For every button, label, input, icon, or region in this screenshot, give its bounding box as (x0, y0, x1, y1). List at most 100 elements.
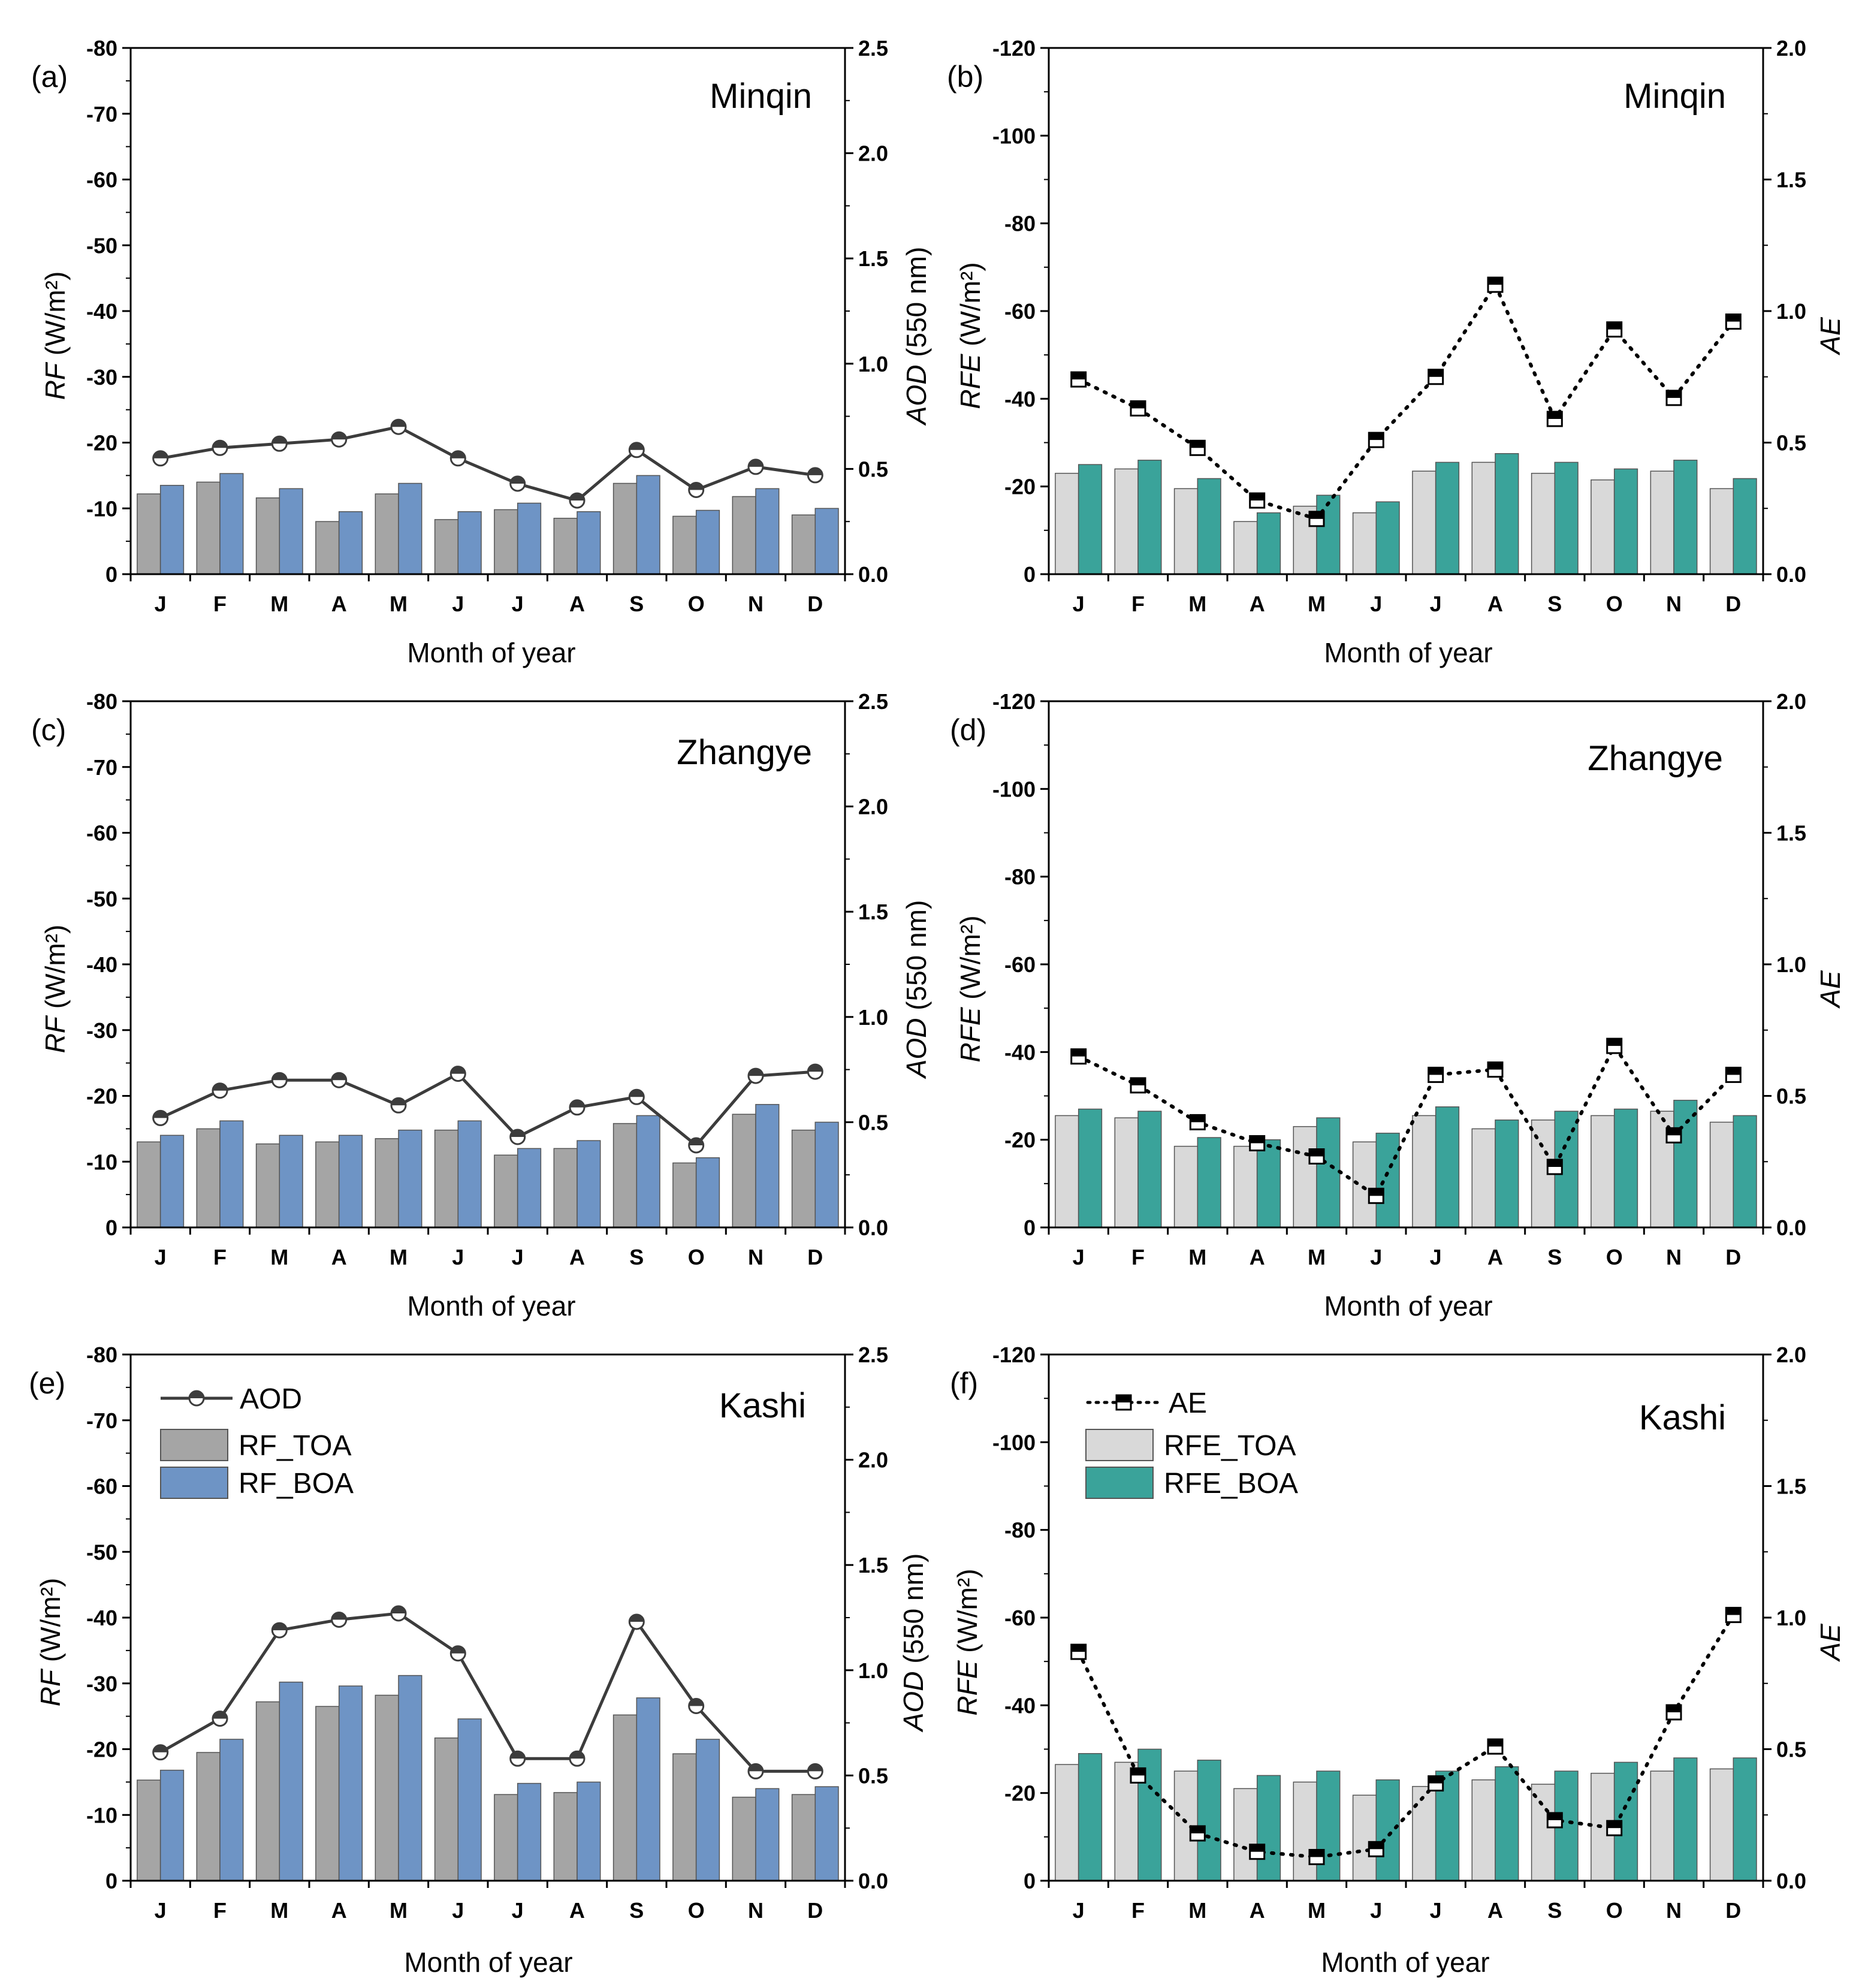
plot-area: 0 -10 -20 -30 -40 -50 -60 -70 -80 0.0 0.5 1.0 1.5 2.0… (86, 689, 888, 1269)
bar-rf-boa (219, 1120, 244, 1228)
x-tick-label: J (1430, 1245, 1442, 1269)
y-tick-label: -20 (86, 431, 117, 455)
marker-ae (1428, 1066, 1444, 1083)
legend-aod-marker (188, 1390, 205, 1407)
bar-rf-boa (279, 1681, 303, 1881)
marker-aod (212, 1082, 228, 1099)
y-tick-label: -100 (992, 1430, 1036, 1455)
y-axis-title-italic: RFE (955, 353, 986, 409)
bar-rf-toa (315, 1141, 340, 1228)
marker-aod (807, 1763, 823, 1779)
marker-aod (628, 1613, 645, 1630)
x-tick-label: A (569, 1245, 585, 1269)
panel-label: (f) (950, 1366, 978, 1400)
bar-rfe-toa (1055, 1115, 1079, 1228)
marker-aod (271, 435, 288, 452)
legend-label-rf-toa: RF_TOA (239, 1430, 351, 1462)
y2-axis-title-unit: (550 nm) (901, 900, 932, 1010)
x-axis-title: Month of year (404, 1947, 572, 1978)
y2-tick-label: 0.0 (1776, 1869, 1806, 1893)
bar-rfe-boa (1137, 460, 1162, 575)
bar-rf-toa (375, 493, 399, 575)
y2-tick-label: 2.0 (1776, 689, 1806, 714)
x-tick-label: O (1606, 1245, 1623, 1269)
x-tick-label: D (807, 1245, 823, 1269)
y-tick-label: -120 (992, 689, 1036, 714)
bar-rf-toa (672, 1162, 697, 1228)
bar-rf-toa (553, 517, 578, 575)
marker-aod (569, 1750, 586, 1767)
bar-rf-boa (457, 1120, 482, 1228)
bar-rfe-toa (1055, 1764, 1079, 1881)
panel-e: (e) Kashi RF (W/m²) AOD (550 nm) Month o… (29, 1343, 929, 1978)
marker-aod (688, 1137, 705, 1154)
y2-tick-label: 2.0 (858, 1448, 888, 1473)
bar-rfe-boa (1613, 468, 1638, 575)
bar-rf-toa (612, 1714, 638, 1881)
bar-rf-toa (672, 1753, 697, 1881)
y2-tick-label: 0.0 (858, 1869, 888, 1893)
bar-rf-toa (732, 496, 756, 575)
marker-aod (331, 431, 348, 448)
bar-rf-toa (315, 521, 340, 575)
bar-rfe-toa (1114, 468, 1139, 575)
y-tick-label: -20 (86, 1084, 117, 1109)
bar-rf-toa (612, 1123, 638, 1228)
y-tick-label: -100 (992, 777, 1036, 801)
y-axis-title: RF (W/m²) (40, 925, 71, 1054)
plot-area: 0 -20 -40 -60 -80 -100 -120 0.0 0.5 1.0 1.5 2.0 J F M A… (992, 689, 1806, 1269)
y2-axis-title-italic: AE (1815, 970, 1846, 1009)
x-tick-label: J (1073, 1245, 1085, 1269)
y-tick-label: -20 (1004, 1128, 1036, 1153)
y-axis-title-italic: RFE (952, 1660, 983, 1715)
x-tick-label: D (807, 1898, 823, 1923)
x-tick-label: M (1188, 592, 1206, 616)
legend: AE RFE_TOA RFE_BOA (1085, 1387, 1298, 1500)
y-axis-title-unit: (W/m²) (952, 1568, 983, 1652)
bar-rf-boa (279, 488, 303, 575)
y-tick-label: -80 (1004, 865, 1036, 889)
x-tick-label: J (1073, 1898, 1085, 1923)
legend-swatch-rfe-toa (1085, 1429, 1154, 1461)
y-axis-title-unit: (W/m²) (40, 925, 71, 1009)
marker-aod (569, 1099, 586, 1116)
bar-rfe-boa (1733, 1757, 1757, 1881)
bar-rfe-boa (1137, 1111, 1162, 1228)
marker-ae (1368, 1187, 1384, 1204)
legend-label-rf-boa: RF_BOA (239, 1468, 354, 1500)
y2-axis-title-italic: AOD (898, 1672, 929, 1733)
marker-aod (271, 1622, 288, 1639)
site-label: Kashi (1639, 1398, 1726, 1437)
y2-tick-label: 0.5 (1776, 1084, 1806, 1109)
bar-rfe-toa (1709, 1768, 1734, 1881)
marker-ae (1070, 1048, 1087, 1065)
x-tick-label: J (1430, 1898, 1442, 1923)
bar-rfe-boa (1078, 1753, 1103, 1881)
y-tick-label: -40 (1004, 1693, 1036, 1718)
y2-axis-title-unit: (550 nm) (898, 1553, 929, 1664)
bar-rf-boa (755, 1788, 780, 1881)
line-ae (1076, 1613, 1736, 1859)
y-axis-title-italic: RF (40, 1015, 71, 1053)
bar-rf-toa (315, 1706, 340, 1881)
x-tick-label: J (1073, 592, 1085, 616)
marker-ae (1130, 400, 1146, 417)
bar-rfe-toa (1591, 1115, 1615, 1228)
marker-aod (449, 450, 466, 467)
line-aod (159, 1612, 817, 1773)
y2-axis-title: AOD (550 nm) (898, 1553, 929, 1733)
y-tick-label: 0 (105, 1215, 117, 1240)
bar-rf-toa (732, 1796, 756, 1881)
bar-rf-toa (434, 1737, 459, 1881)
bar-rfe-boa (1197, 1760, 1221, 1881)
marker-ae (1487, 1738, 1504, 1755)
y2-tick-label: 2.0 (1776, 1343, 1806, 1367)
marker-ae (1308, 1849, 1325, 1865)
bar-rf-boa (398, 1675, 423, 1881)
bar-rf-boa (577, 1140, 601, 1228)
marker-aod (747, 1067, 764, 1084)
legend-swatch-rfe-boa (1085, 1467, 1154, 1499)
marker-ae (1665, 1704, 1682, 1721)
panel-label: (a) (31, 60, 68, 93)
y-tick-label: -20 (1004, 475, 1036, 499)
